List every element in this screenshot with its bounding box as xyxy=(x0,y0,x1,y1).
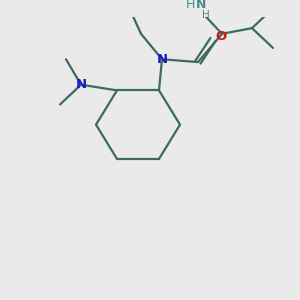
Text: H: H xyxy=(186,0,195,11)
Text: O: O xyxy=(215,30,226,43)
Text: N: N xyxy=(75,78,87,91)
Text: N: N xyxy=(196,0,206,11)
Text: H: H xyxy=(202,10,209,20)
Text: N: N xyxy=(156,53,168,66)
